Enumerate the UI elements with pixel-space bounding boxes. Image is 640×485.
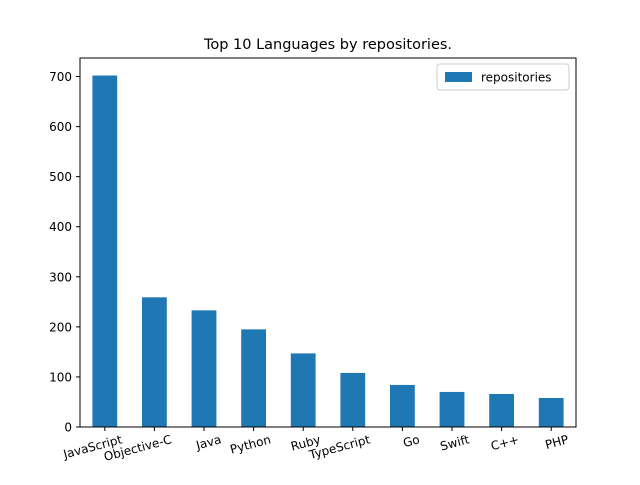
y-tick-label: 400 — [49, 220, 72, 234]
chart-title: Top 10 Languages by repositories. — [203, 37, 452, 53]
y-tick-label: 500 — [49, 170, 72, 184]
bar — [142, 297, 167, 427]
y-tick-label: 200 — [49, 320, 72, 334]
plot-frame — [79, 57, 577, 428]
bar — [340, 372, 366, 427]
legend-swatch — [445, 72, 472, 82]
legend: repositories — [436, 63, 570, 91]
y-tick-label: 100 — [49, 370, 72, 384]
bar — [191, 310, 217, 427]
bar — [489, 393, 514, 427]
bar — [390, 384, 415, 427]
y-tick-label: 0 — [64, 421, 72, 435]
bar — [290, 353, 316, 427]
y-tick-label: 600 — [49, 120, 72, 134]
legend-box — [436, 63, 570, 91]
bars-group — [92, 75, 564, 428]
x-tick-label: PHP — [544, 432, 570, 452]
bar — [92, 75, 118, 428]
x-tick-label: Java — [194, 432, 223, 452]
x-tick-label: Go — [401, 432, 421, 450]
y-tick-label: 700 — [49, 70, 72, 84]
bar — [439, 391, 465, 427]
bar — [538, 397, 564, 427]
bar — [241, 329, 266, 427]
y-axis: 0 100 200 300 400 500 600 700 — [49, 70, 80, 435]
y-tick-label: 300 — [49, 270, 72, 284]
legend-label: repositories — [481, 71, 552, 85]
